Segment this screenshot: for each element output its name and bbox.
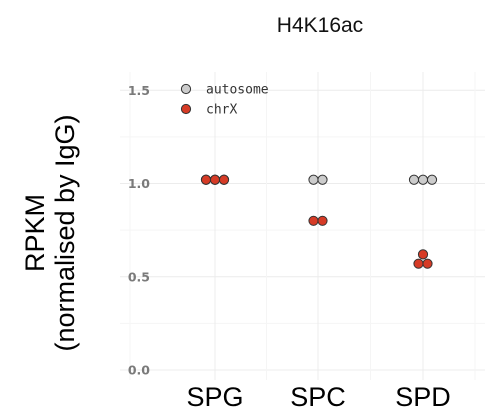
y-tick-label: 0.5 [128,269,150,284]
legend-marker-autosome [180,83,192,95]
data-points [200,174,438,269]
data-point-chrx [422,258,433,269]
data-point-chrx [417,249,429,260]
y-axis-label-line-2: (normalised by IgG) [50,114,80,351]
legend: autosome chrX [180,83,269,118]
data-point-chrx [317,215,328,226]
grid [120,72,485,380]
data-point-chrx [308,215,319,226]
data-point-chrx [200,174,212,185]
data-point-autosome [308,174,319,185]
y-axis-ticks: 0.0 0.5 1.0 1.5 [128,83,150,378]
data-point-chrx [218,174,230,185]
y-tick-label: 1.0 [128,176,150,191]
data-point-chrx [209,174,221,185]
data-point-autosome [426,174,438,185]
legend-label-chrx: chrX [206,103,237,118]
legend-marker-chrx [180,103,192,115]
data-point-autosome [408,174,420,185]
x-tick-label: SPD [395,382,451,412]
y-axis-label-line-1: RPKM [20,194,50,272]
data-point-chrx [413,258,424,269]
y-tick-label: 0.0 [128,363,150,378]
chart-title: H4K16ac [277,14,363,37]
data-point-autosome [417,174,429,185]
legend-label-autosome: autosome [206,83,269,98]
x-tick-label: SPC [290,382,346,412]
x-axis-ticks: SPG SPC SPD [186,382,450,412]
x-tick-label: SPG [186,382,243,412]
data-point-autosome [317,174,328,185]
y-tick-label: 1.5 [128,83,150,98]
y-axis-label: RPKM (normalised by IgG) [20,114,80,351]
